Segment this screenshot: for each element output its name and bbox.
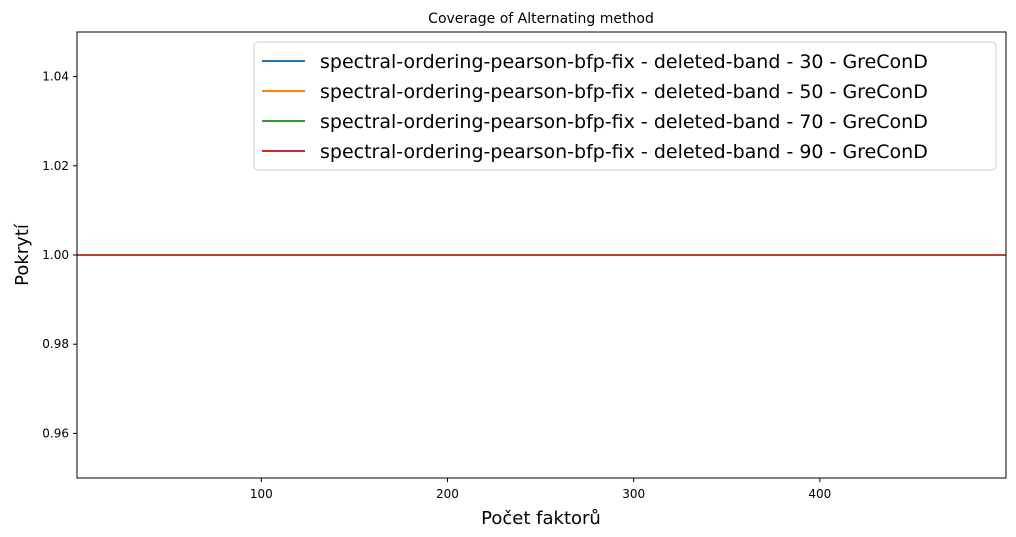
x-tick-label: 100 xyxy=(250,487,273,501)
x-tick-label: 400 xyxy=(808,487,831,501)
legend-box xyxy=(253,41,997,171)
x-tick-label: 200 xyxy=(436,487,459,501)
y-tick-label: 1.04 xyxy=(42,70,69,84)
y-axis-ticks: 0.96 0.98 1.00 1.02 1.04 xyxy=(42,70,77,440)
x-axis-label: Počet faktorů xyxy=(481,508,601,529)
y-tick-label: 1.02 xyxy=(42,159,69,173)
y-tick-label: 0.96 xyxy=(42,426,69,440)
y-tick-label: 0.98 xyxy=(42,337,69,351)
x-axis-ticks: 100 200 300 400 xyxy=(250,478,831,501)
y-axis-label: Pokrytí xyxy=(12,223,33,286)
legend-label-4: spectral-ordering-pearson-bfp-fix - dele… xyxy=(320,141,928,163)
x-tick-label: 300 xyxy=(622,487,645,501)
legend-label-1: spectral-ordering-pearson-bfp-fix - dele… xyxy=(320,51,928,73)
chart-title: Coverage of Alternating method xyxy=(428,11,654,27)
legend-label-3: spectral-ordering-pearson-bfp-fix - dele… xyxy=(320,111,928,133)
y-tick-label: 1.00 xyxy=(42,248,69,262)
legend: spectral-ordering-pearson-bfp-fix - dele… xyxy=(253,41,997,171)
legend-label-2: spectral-ordering-pearson-bfp-fix - dele… xyxy=(320,81,928,103)
